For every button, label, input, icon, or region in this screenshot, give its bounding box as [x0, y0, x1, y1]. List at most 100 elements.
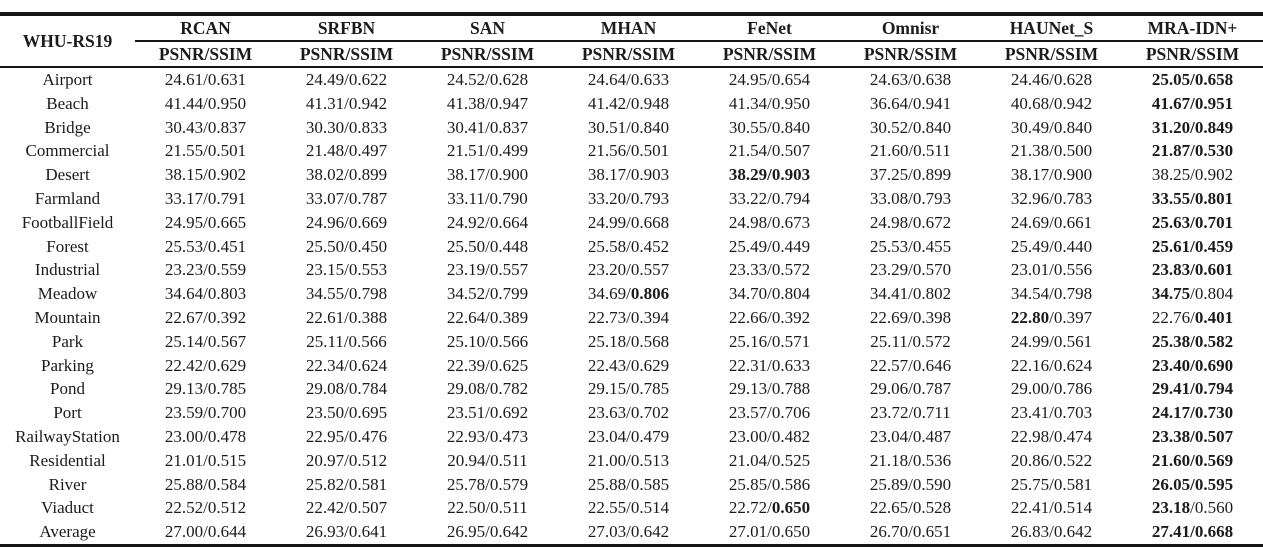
value-separator: /: [485, 474, 490, 494]
psnr-value: 23.41: [1010, 403, 1050, 423]
ssim-value: 0.582: [1194, 331, 1234, 351]
table-row-beach: Beach 41.44/0.950 41.31/0.942 41.38/0.947 41…: [0, 92, 1263, 116]
value-separator: /: [1190, 212, 1195, 232]
result-cell-haunet-s: 22.98/0.474: [981, 425, 1122, 449]
ssim-value: 0.950: [207, 93, 247, 113]
value-separator: /: [485, 260, 490, 280]
table-row-airport: Airport 24.61/0.631 24.49/0.622 24.52/0.628…: [0, 67, 1263, 92]
psnr-value: 22.39: [446, 355, 486, 375]
ssim-value: 0.799: [489, 284, 529, 304]
psnr-value: 24.49: [305, 70, 345, 89]
result-cell-rcan: 23.59/0.700: [135, 401, 276, 425]
ssim-value: 0.474: [1053, 426, 1093, 446]
result-cell-haunet-s: 26.83/0.642: [981, 520, 1122, 546]
value-separator: /: [1049, 474, 1054, 494]
ssim-value: 0.646: [912, 355, 952, 375]
psnr-value: 34.75: [1151, 284, 1191, 304]
ssim-value: 0.711: [913, 403, 951, 423]
result-cell-srfbn: 34.55/0.798: [276, 282, 417, 306]
psnr-value: 25.10: [446, 331, 486, 351]
psnr-value: 23.18: [1151, 498, 1191, 518]
value-separator: /: [767, 188, 772, 208]
psnr-value: 25.89: [869, 474, 909, 494]
value-separator: /: [908, 212, 913, 232]
table-row-viaduct: Viaduct 22.52/0.512 22.42/0.507 22.50/0.511…: [0, 496, 1263, 520]
ssim-value: 0.507: [348, 498, 388, 518]
ssim-value: 0.581: [348, 474, 388, 494]
category-cell: Meadow: [37, 284, 98, 304]
psnr-value: 22.73: [587, 307, 627, 327]
result-cell-srfbn: 20.97/0.512: [276, 449, 417, 473]
ssim-value: 0.570: [912, 260, 952, 280]
result-cell-san: 30.41/0.837: [417, 116, 558, 140]
result-cell-fenet: 25.49/0.449: [699, 235, 840, 259]
value-separator: /: [626, 165, 631, 185]
ssim-value: 0.948: [630, 93, 670, 113]
psnr-value: 21.48: [305, 141, 345, 161]
result-cell-san: 23.19/0.557: [417, 258, 558, 282]
ssim-value: 0.840: [771, 117, 811, 137]
ssim-value: 0.804: [771, 284, 811, 304]
value-separator: /: [344, 93, 349, 113]
result-cell-haunet-s: 22.41/0.514: [981, 496, 1122, 520]
value-separator: /: [485, 426, 490, 446]
psnr-value: 23.19: [446, 260, 486, 280]
psnr-value: 23.00: [728, 426, 768, 446]
psnr-value: 38.02: [305, 165, 345, 185]
table-row-residential: Residential 21.01/0.515 20.97/0.512 20.94/0…: [0, 449, 1263, 473]
ssim-value: 0.899: [912, 165, 952, 185]
value-separator: /: [626, 450, 631, 470]
ssim-value: 0.785: [630, 379, 670, 399]
value-separator: /: [626, 236, 631, 256]
ssim-value: 0.511: [490, 450, 528, 470]
psnr-value: 22.55: [587, 498, 627, 518]
value-separator: /: [626, 260, 631, 280]
ssim-value: 0.793: [912, 188, 952, 208]
value-separator: /: [767, 450, 772, 470]
result-cell-mhan: 25.18/0.568: [558, 330, 699, 354]
table-row-commercial: Commercial 21.55/0.501 21.48/0.497 21.51/0.…: [0, 139, 1263, 163]
table-row-footballfield: FootballField 24.95/0.665 24.96/0.669 24.92…: [0, 211, 1263, 235]
psnr-value: 34.54: [1010, 284, 1050, 304]
category-cell: Pond: [50, 379, 85, 399]
psnr-value: 33.20: [587, 188, 627, 208]
metric-label-mhan: PSNR/SSIM: [558, 41, 699, 68]
value-separator: /: [344, 165, 349, 185]
psnr-value: 22.72: [728, 498, 768, 518]
psnr-value: 22.41: [1010, 498, 1050, 518]
value-separator: /: [767, 403, 772, 423]
value-separator: /: [1049, 498, 1054, 518]
value-separator: /: [767, 355, 772, 375]
psnr-value: 24.98: [728, 212, 768, 232]
value-separator: /: [485, 117, 490, 137]
result-cell-omnisr: 22.65/0.528: [840, 496, 981, 520]
ssim-value: 0.628: [1053, 70, 1093, 89]
ssim-value: 0.951: [1194, 93, 1234, 113]
value-separator: /: [203, 212, 208, 232]
value-separator: /: [1049, 522, 1054, 542]
ssim-value: 0.833: [348, 117, 388, 137]
result-cell-omnisr: 29.06/0.787: [840, 377, 981, 401]
psnr-value: 25.50: [446, 236, 486, 256]
value-separator: /: [1190, 260, 1195, 280]
result-cell-rcan: 21.01/0.515: [135, 449, 276, 473]
result-cell-mra-idn: 27.41/0.668: [1122, 520, 1263, 546]
result-cell-san: 33.11/0.790: [417, 187, 558, 211]
result-cell-haunet-s: 30.49/0.840: [981, 116, 1122, 140]
table-row-railwaystation: RailwayStation 23.00/0.478 22.95/0.476 22.9…: [0, 425, 1263, 449]
ssim-value: 0.837: [207, 117, 247, 137]
value-separator: /: [1049, 426, 1054, 446]
value-separator: /: [203, 450, 208, 470]
ssim-value: 0.584: [207, 474, 247, 494]
psnr-value: 32.96: [1010, 188, 1050, 208]
result-cell-srfbn: 23.50/0.695: [276, 401, 417, 425]
table-header: WHU-RS19 RCAN SRFBN SAN MHAN FeNet Omnisr HAUN…: [0, 14, 1263, 68]
value-separator: /: [485, 212, 490, 232]
result-cell-mhan: 25.88/0.585: [558, 473, 699, 497]
table-row-forest: Forest 25.53/0.451 25.50/0.450 25.50/0.448 2…: [0, 235, 1263, 259]
psnr-value: 22.66: [728, 307, 768, 327]
value-separator: /: [908, 236, 913, 256]
ssim-value: 0.440: [1053, 236, 1093, 256]
ssim-value: 0.455: [912, 236, 952, 256]
result-cell-fenet: 29.13/0.788: [699, 377, 840, 401]
